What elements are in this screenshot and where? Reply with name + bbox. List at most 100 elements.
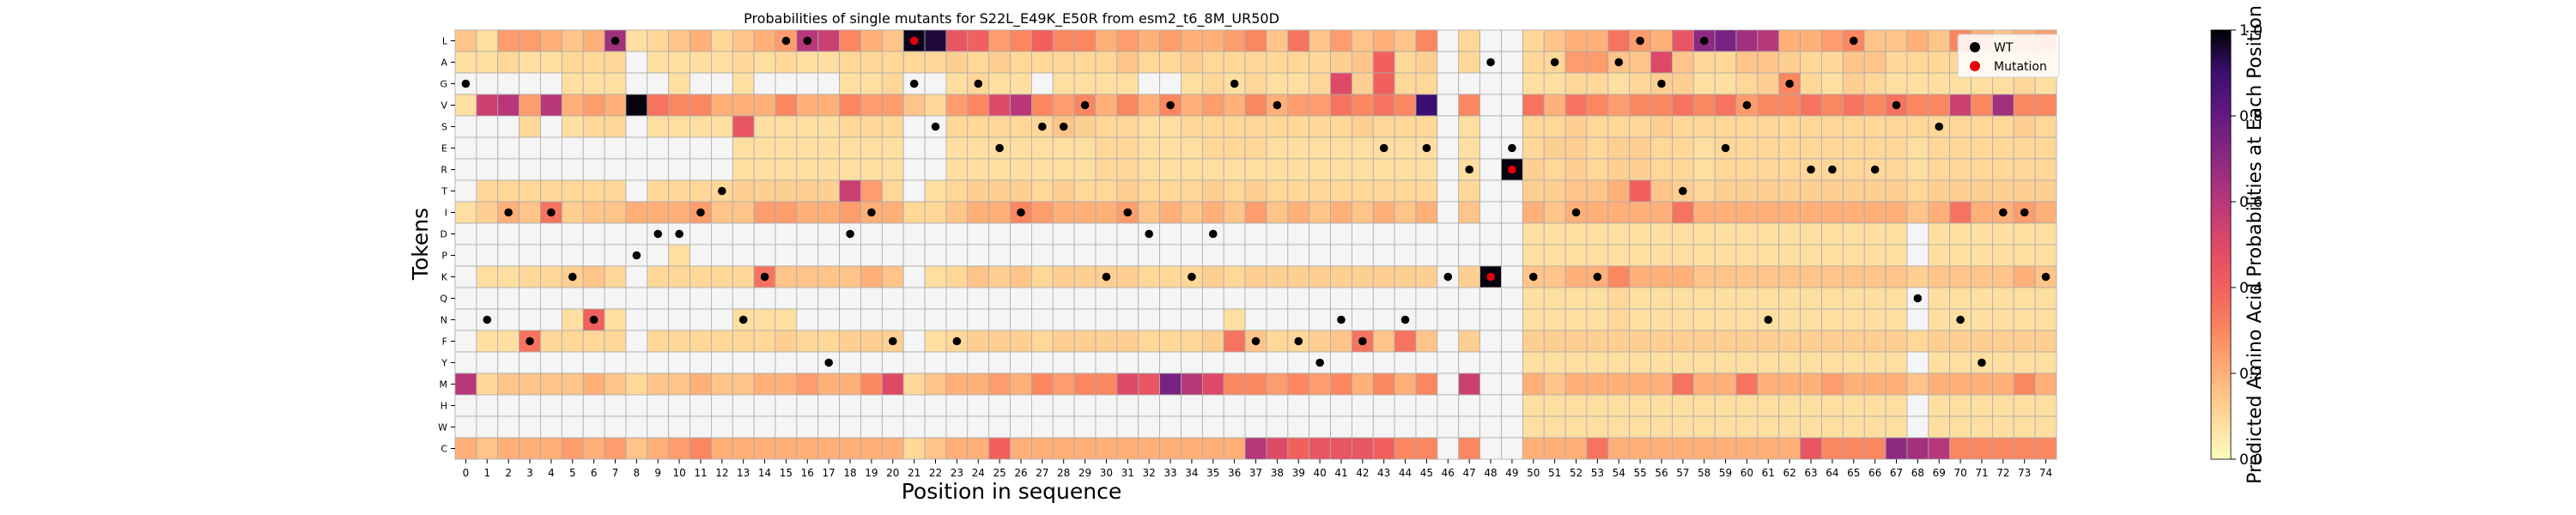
heatmap-cell-L-20 <box>881 29 904 52</box>
heatmap-cell-I-18 <box>839 201 861 224</box>
heatmap-cell-R-60 <box>1735 158 1759 181</box>
heatmap-cell-S-56 <box>1650 115 1673 138</box>
heatmap-cell-K-37 <box>1244 265 1267 288</box>
heatmap-cell-P-70 <box>1949 244 1971 267</box>
heatmap-cell-P-31 <box>1116 244 1139 267</box>
heatmap-cell-Y-30 <box>1095 351 1118 374</box>
heatmap-cell-V-23 <box>945 94 969 117</box>
heatmap-cell-Q-63 <box>1800 287 1822 310</box>
wt-marker-22 <box>931 122 940 131</box>
heatmap-cell-L-13 <box>732 29 755 52</box>
heatmap-cell-W-45 <box>1415 415 1438 439</box>
x-tick-label-8: 8 <box>634 467 641 479</box>
heatmap-cell-D-61 <box>1757 222 1780 245</box>
heatmap-cell-N-18 <box>839 308 861 331</box>
heatmap-cell-W-9 <box>647 415 670 439</box>
heatmap-cell-R-9 <box>647 158 670 181</box>
heatmap-cell-T-62 <box>1778 179 1801 203</box>
heatmap-cell-K-24 <box>967 265 990 288</box>
heatmap-cell-W-13 <box>732 415 755 439</box>
heatmap-cell-V-59 <box>1714 94 1737 117</box>
heatmap-cell-I-36 <box>1223 201 1246 224</box>
heatmap-cell-Q-34 <box>1181 287 1203 310</box>
heatmap-cell-Q-39 <box>1287 287 1310 310</box>
heatmap-cell-C-59 <box>1714 437 1737 460</box>
heatmap-cell-N-56 <box>1650 308 1673 331</box>
heatmap-cell-Y-7 <box>604 351 627 374</box>
heatmap-cell-F-61 <box>1757 330 1780 353</box>
heatmap-cell-T-66 <box>1863 179 1886 203</box>
x-tick-label-71: 71 <box>1975 467 1988 479</box>
heatmap-cell-K-68 <box>1906 265 1929 288</box>
heatmap-cell-F-47 <box>1458 330 1480 353</box>
heatmap-cell-S-9 <box>647 115 670 138</box>
heatmap-cell-E-52 <box>1564 136 1588 160</box>
heatmap-cell-W-74 <box>2034 415 2057 439</box>
heatmap-cell-E-5 <box>561 136 584 160</box>
heatmap-cell-T-42 <box>1352 179 1374 203</box>
heatmap-cell-Y-47 <box>1458 351 1480 374</box>
x-tick-label-15: 15 <box>780 467 793 479</box>
heatmap-cell-D-12 <box>711 222 733 245</box>
heatmap-cell-A-11 <box>690 51 712 74</box>
heatmap-cell-F-16 <box>796 330 819 353</box>
heatmap-cell-S-24 <box>967 115 990 138</box>
heatmap-cell-C-31 <box>1116 437 1139 460</box>
heatmap-cell-F-7 <box>604 330 627 353</box>
heatmap-cell-I-71 <box>1971 201 1993 224</box>
heatmap-cell-E-33 <box>1159 136 1182 160</box>
heatmap-cell-L-45 <box>1415 29 1438 52</box>
heatmap-cell-W-62 <box>1778 415 1801 439</box>
heatmap-cell-L-61 <box>1757 29 1780 52</box>
y-tick-label-M: M <box>440 379 448 391</box>
heatmap-cell-P-67 <box>1885 244 1908 267</box>
heatmap-cell-W-26 <box>1010 415 1032 439</box>
heatmap-cell-V-7 <box>604 94 627 117</box>
heatmap-cell-C-57 <box>1672 437 1694 460</box>
heatmap-cell-F-48 <box>1479 330 1502 353</box>
heatmap-cell-T-25 <box>988 179 1011 203</box>
heatmap-cell-H-50 <box>1522 394 1545 417</box>
x-tick-label-73: 73 <box>2018 467 2031 479</box>
heatmap-cell-T-23 <box>945 179 969 203</box>
heatmap-cell-S-21 <box>902 115 926 138</box>
x-tick-label-65: 65 <box>1847 467 1860 479</box>
heatmap-cell-M-62 <box>1778 373 1801 396</box>
x-tick-label-25: 25 <box>993 467 1005 479</box>
heatmap-cell-T-56 <box>1650 179 1673 203</box>
heatmap-cell-P-13 <box>732 244 755 267</box>
heatmap-cell-E-72 <box>1991 136 2014 160</box>
heatmap-cell-W-50 <box>1522 415 1545 439</box>
heatmap-cell-N-25 <box>988 308 1011 331</box>
heatmap-cell-L-43 <box>1372 29 1395 52</box>
heatmap-cell-N-9 <box>647 308 670 331</box>
heatmap-cell-N-17 <box>817 308 841 331</box>
heatmap-cell-Y-2 <box>497 351 520 374</box>
heatmap-cell-R-74 <box>2034 158 2057 181</box>
heatmap-cell-N-5 <box>561 308 584 331</box>
heatmap-cell-F-19 <box>860 330 883 353</box>
heatmap-cell-Y-27 <box>1031 351 1054 374</box>
heatmap-cell-S-4 <box>540 115 562 138</box>
heatmap-cell-W-0 <box>454 415 477 439</box>
heatmap-cell-E-35 <box>1201 136 1224 160</box>
heatmap-cell-I-44 <box>1394 201 1417 224</box>
heatmap-cell-R-62 <box>1778 158 1801 181</box>
heatmap-cell-S-44 <box>1394 115 1417 138</box>
heatmap-cell-R-25 <box>988 158 1011 181</box>
heatmap-cell-N-30 <box>1095 308 1118 331</box>
heatmap-cell-P-12 <box>711 244 733 267</box>
heatmap-cell-N-51 <box>1543 308 1566 331</box>
heatmap-cell-C-3 <box>519 437 541 460</box>
heatmap-cell-N-10 <box>668 308 690 331</box>
heatmap-cell-Y-61 <box>1757 351 1780 374</box>
heatmap-cell-H-59 <box>1714 394 1737 417</box>
heatmap-cell-A-7 <box>604 51 627 74</box>
heatmap-cell-L-37 <box>1244 29 1267 52</box>
heatmap-cell-Q-11 <box>690 287 712 310</box>
heatmap-cell-K-43 <box>1372 265 1395 288</box>
heatmap-cell-Q-32 <box>1138 287 1160 310</box>
heatmap-cell-D-26 <box>1010 222 1032 245</box>
heatmap-cell-Q-71 <box>1971 287 1993 310</box>
x-tick-label-56: 56 <box>1655 467 1668 479</box>
